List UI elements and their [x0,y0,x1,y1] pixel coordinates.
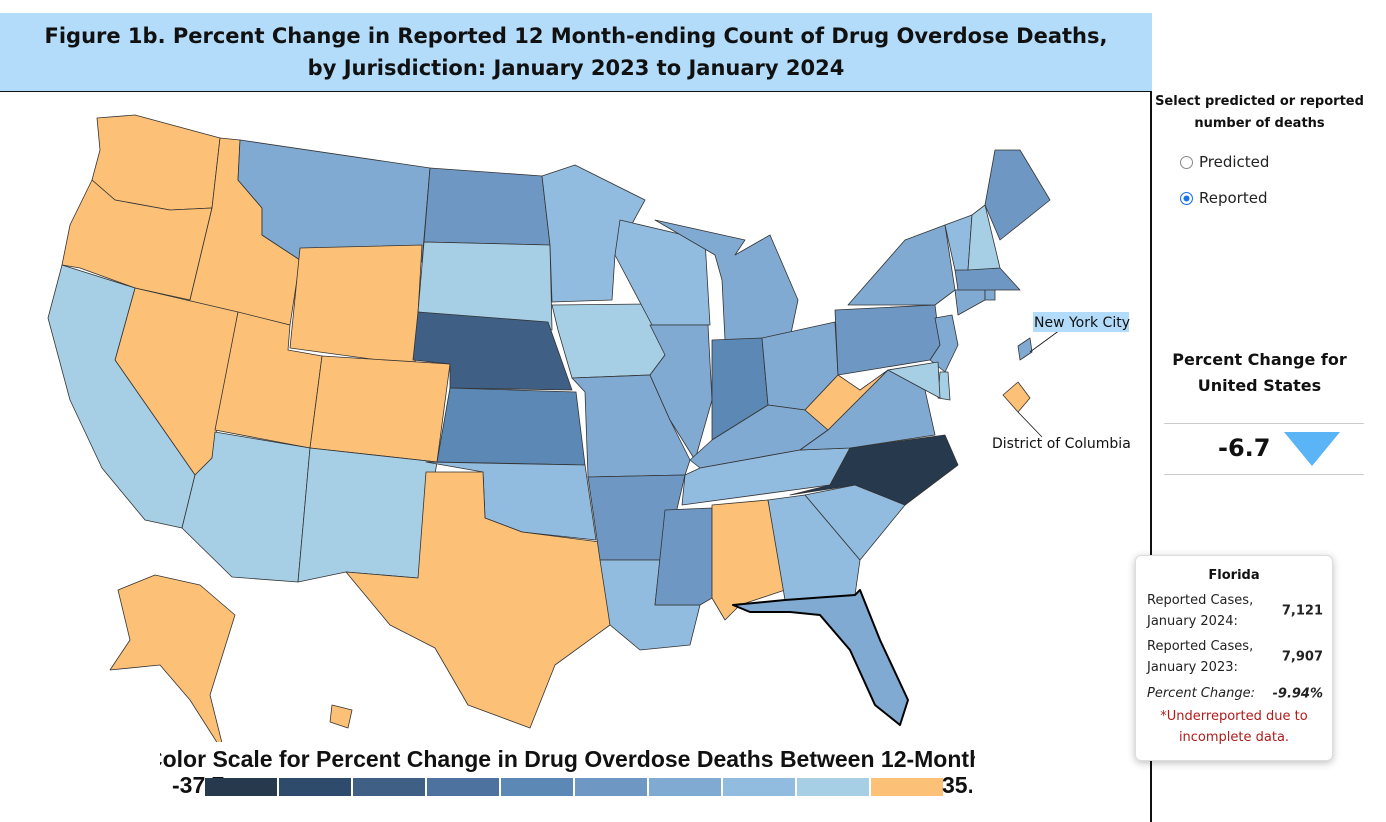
tooltip-row-percent-value: -9.94% [1272,686,1324,701]
legend-swatch-4 [501,778,575,796]
tooltip-row-2023-value: 7,907 [1281,649,1323,665]
panel-divider [1150,91,1152,822]
legend-swatch-1 [279,778,353,796]
us-percent-change-value: -6.7 [1218,434,1271,462]
legend-swatch-5 [575,778,649,796]
state-AK[interactable] [109,574,236,742]
state-WA[interactable] [91,114,221,211]
legend-color-bar [205,778,945,796]
us-choropleth-map: New York City District of Columbia [47,114,1131,742]
radio-predicted-dot[interactable] [1180,155,1193,169]
state-NH[interactable] [967,204,1001,271]
state-FL[interactable] [732,589,909,726]
us-percent-change-box: -6.7 [1164,423,1364,475]
state-CT[interactable] [954,287,986,316]
legend-title: Color Scale for Percent Change in Drug O… [160,746,975,772]
state-MD[interactable] [887,361,941,399]
state-NM[interactable] [297,447,438,583]
legend-swatch-2 [353,778,427,796]
legend-swatch-0 [205,778,279,796]
tooltip-row-2023-label: Reported Cases, January 2023: [1147,639,1254,675]
tooltip-row-percent-label: Percent Change: [1147,686,1255,701]
tooltip-note: *Underreported due to incomplete data. [1160,709,1308,745]
radio-reported[interactable]: Reported [1180,189,1267,207]
state-IL[interactable] [649,324,713,461]
radio-predicted[interactable]: Predicted [1180,153,1269,171]
tooltip-row-2024-value: 7,121 [1281,603,1323,619]
radio-reported-dot[interactable] [1180,191,1193,205]
nyc-leader-line [1029,329,1061,353]
state-NYC[interactable] [1017,337,1033,361]
tooltip-row-percent: Percent Change: -9.94% [1147,683,1323,704]
state-MI[interactable] [654,219,799,341]
down-arrow-icon [1284,432,1340,466]
dc-leader-line [1017,411,1043,438]
legend-max-label: 35. [942,772,972,798]
state-KS[interactable] [436,387,586,466]
radio-predicted-label: Predicted [1199,153,1270,171]
state-ND[interactable] [423,167,551,246]
legend-swatch-9 [871,778,945,796]
tooltip-state-name: Florida [1208,568,1260,583]
tooltip-row-2023: Reported Cases, January 2023: 7,907 [1147,636,1323,678]
tooltip-row-2024-label: Reported Cases, January 2024: [1147,593,1254,629]
state-tooltip: Florida Reported Cases, January 2024: 7,… [1135,555,1333,761]
state-TX[interactable] [345,471,611,729]
dc-label: District of Columbia [992,436,1131,452]
us-percent-change-label: Percent Change for United States [1172,350,1347,395]
state-CO[interactable] [309,355,451,463]
state-SD[interactable] [417,241,553,331]
state-CA[interactable] [47,264,196,529]
figure-title: Figure 1b. Percent Change in Reported 12… [44,24,1108,80]
state-WY[interactable] [289,244,423,366]
legend-swatch-6 [649,778,723,796]
legend-swatch-8 [797,778,871,796]
figure-title-bar: Figure 1b. Percent Change in Reported 12… [0,13,1152,91]
tooltip-row-2024: Reported Cases, January 2024: 7,121 [1147,590,1323,632]
state-GA[interactable] [767,494,861,601]
state-NY[interactable] [847,224,956,306]
map-top-border [0,91,1152,92]
state-HI[interactable] [329,704,353,729]
state-DC[interactable] [1002,381,1031,413]
state-MS[interactable] [654,507,713,606]
state-ME[interactable] [984,149,1051,241]
legend-swatch-7 [723,778,797,796]
state-MA[interactable] [954,267,1021,291]
selector-label: Select predicted or reported number of d… [1155,94,1364,131]
radio-reported-label: Reported [1199,189,1268,207]
nyc-label-bg [1033,312,1129,332]
nyc-label: New York City [1034,315,1130,331]
legend-title-clip: Color Scale for Percent Change in Drug O… [160,746,975,780]
legend-swatch-3 [427,778,501,796]
state-MN[interactable] [541,164,646,303]
